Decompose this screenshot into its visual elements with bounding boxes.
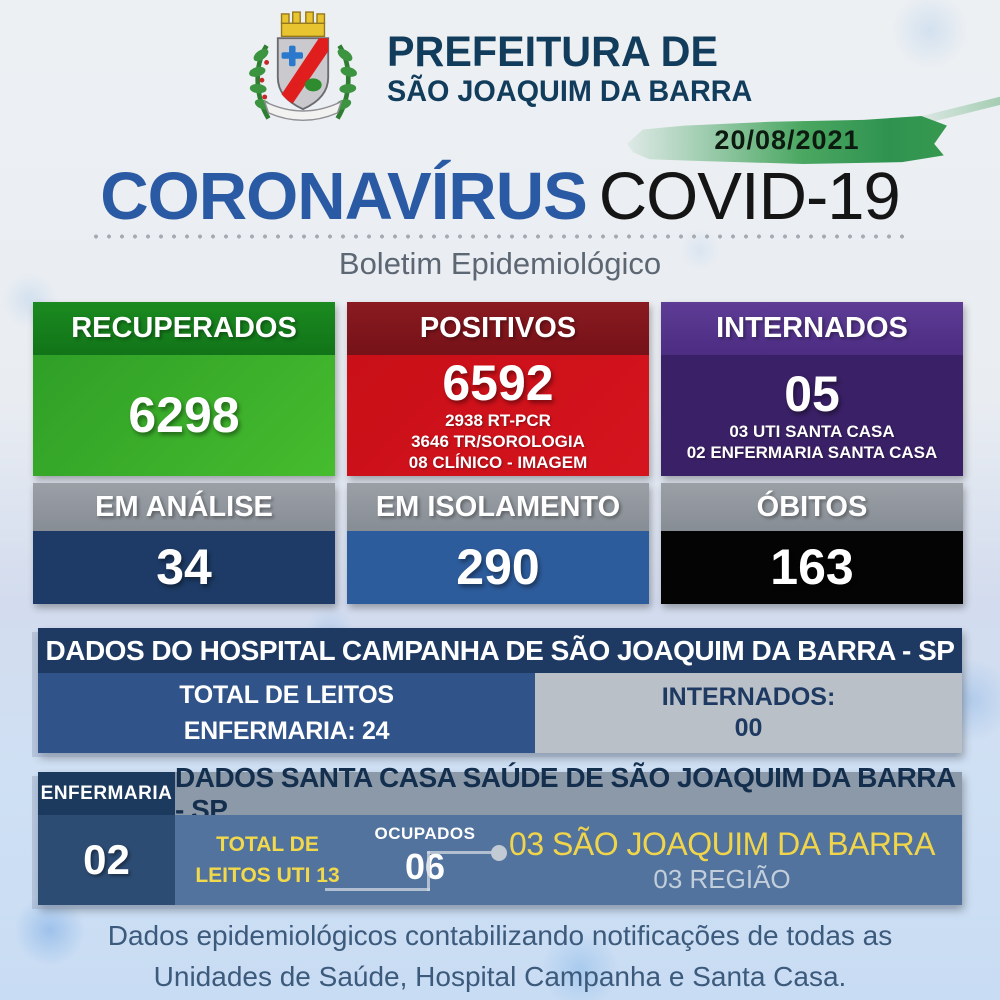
origin-region: 03 REGIÃO — [653, 863, 791, 894]
card-em-analise-value: 34 — [156, 539, 212, 596]
date-banner: 20/08/2021 — [627, 116, 947, 164]
card-recuperados: RECUPERADOS 6298 — [33, 302, 335, 476]
hospital-leitos-cell: TOTAL DE LEITOS ENFERMARIA: 24 — [38, 673, 535, 753]
hospital-leitos-line2: ENFERMARIA: 24 — [183, 717, 390, 745]
uti-line2: LEITOS UTI 13 — [195, 864, 340, 887]
card-positivos-value: 6592 — [442, 355, 554, 412]
card-obitos-value: 163 — [770, 539, 854, 596]
connector-line — [427, 851, 430, 891]
footer-line1: Dados epidemiológicos contabilizando not… — [107, 920, 893, 951]
internados-detail-uti: 03 UTI SANTA CASA — [729, 421, 895, 441]
bulletin-date: 20/08/2021 — [714, 124, 860, 155]
stats-row-2: EM ANÁLISE 34 EM ISOLAMENTO 290 ÓBITOS 1… — [33, 483, 963, 604]
footer-line2: Unidades de Saúde, Hospital Campanha e S… — [153, 960, 847, 992]
hospital-campanha-section: DADOS DO HOSPITAL CAMPANHA DE SÃO JOAQUI… — [38, 628, 962, 753]
stats-row-1: RECUPERADOS 6298 POSITIVOS 6592 2938 RT-… — [33, 302, 963, 476]
org-name: PREFEITURA DE SÃO JOAQUIM DA BARRA — [387, 31, 768, 107]
card-em-isolamento-label: EM ISOLAMENTO — [347, 483, 649, 531]
hospital-campanha-title: DADOS DO HOSPITAL CAMPANHA DE SÃO JOAQUI… — [38, 628, 962, 673]
hospital-internados-label: INTERNADOS: — [661, 682, 836, 711]
title-coronavirus: CORONAVÍRUS — [100, 159, 588, 234]
page-title: CORONAVÍRUS COVID-19 — [0, 158, 1000, 235]
card-internados-label: INTERNADOS — [661, 302, 963, 355]
card-em-analise-label: EM ANÁLISE — [33, 483, 335, 531]
hospital-internados-value: 00 — [734, 714, 763, 742]
title-covid19: COVID-19 — [598, 159, 901, 234]
uti-leitos-cell: TOTAL DE LEITOS UTI 13 — [175, 829, 360, 892]
origin-city: 03 SÃO JOAQUIM DA BARRA — [509, 826, 935, 863]
uti-line1: TOTAL DE — [216, 832, 319, 856]
connector-line — [427, 851, 497, 854]
org-header: PREFEITURA DE SÃO JOAQUIM DA BARRA — [0, 8, 1000, 130]
positivos-detail-clinico: 08 CLÍNICO - IMAGEM — [408, 453, 588, 473]
coat-of-arms-icon — [248, 11, 357, 121]
santa-casa-title: DADOS SANTA CASA SAÚDE DE SÃO JOAQUIM DA… — [175, 762, 962, 825]
ocupados-label: OCUPADOS — [374, 824, 476, 843]
ocupados-cell: OCUPADOS 06 — [360, 824, 490, 888]
page-subtitle: Boletim Epidemiológico — [338, 246, 662, 281]
hospital-internados-cell: INTERNADOS: 00 — [535, 673, 962, 753]
card-em-isolamento: EM ISOLAMENTO 290 — [347, 483, 649, 604]
org-name-line1: PREFEITURA DE — [386, 28, 718, 76]
dotted-separator — [92, 234, 906, 239]
connector-dot — [491, 845, 507, 861]
card-positivos-label: POSITIVOS — [347, 302, 649, 355]
enfermaria-label: ENFERMARIA — [38, 772, 175, 815]
card-obitos: ÓBITOS 163 — [661, 483, 963, 604]
card-recuperados-label: RECUPERADOS — [33, 302, 335, 355]
hospital-leitos-line1: TOTAL DE LEITOS — [179, 680, 394, 709]
santa-casa-body: TOTAL DE LEITOS UTI 13 OCUPADOS 06 03 SÃ… — [175, 815, 962, 905]
santa-casa-enfermaria-box: ENFERMARIA 02 — [38, 772, 175, 905]
santa-casa-section: ENFERMARIA 02 DADOS SANTA CASA SAÚDE DE … — [38, 762, 962, 905]
enfermaria-value: 02 — [38, 815, 175, 905]
origin-cell: 03 SÃO JOAQUIM DA BARRA 03 REGIÃO — [490, 825, 962, 895]
card-recuperados-value: 6298 — [128, 387, 240, 444]
card-em-isolamento-value: 290 — [456, 539, 540, 596]
card-em-analise: EM ANÁLISE 34 — [33, 483, 335, 604]
footer-note: Dados epidemiológicos contabilizando not… — [0, 916, 1000, 997]
card-internados-value: 05 — [784, 366, 840, 422]
card-internados: INTERNADOS 05 03 UTI SANTA CASA 02 ENFER… — [661, 302, 963, 476]
positivos-detail-sorologia: 3646 TR/SOROLOGIA — [411, 432, 585, 452]
internados-detail-enfermaria: 02 ENFERMARIA SANTA CASA — [686, 442, 938, 462]
card-positivos: POSITIVOS 6592 2938 RT-PCR 3646 TR/SOROL… — [347, 302, 649, 476]
org-name-line2: SÃO JOAQUIM DA BARRA — [386, 75, 753, 108]
connector-line — [325, 888, 430, 891]
card-obitos-label: ÓBITOS — [661, 483, 963, 531]
positivos-detail-rtpcr: 2938 RT-PCR — [445, 410, 551, 430]
